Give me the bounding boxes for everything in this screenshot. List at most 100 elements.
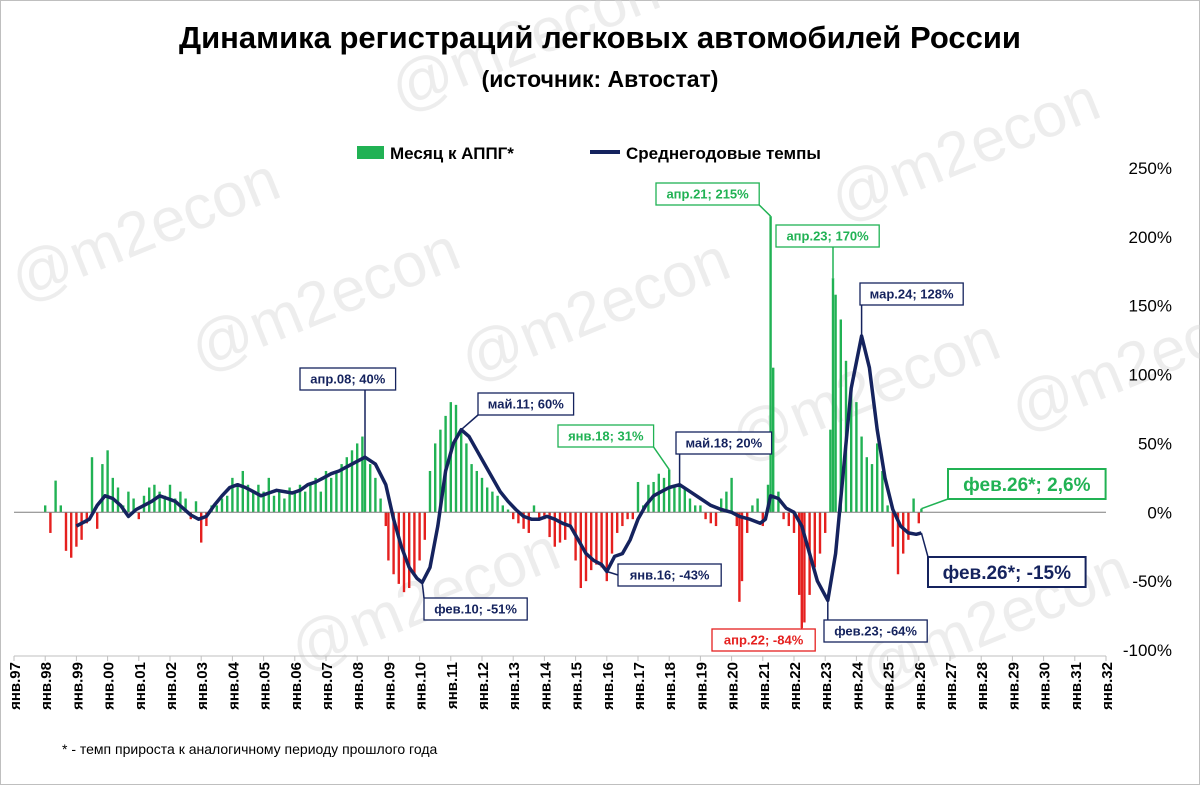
bar — [751, 505, 754, 513]
bar — [824, 512, 827, 533]
bar — [746, 512, 749, 533]
bar — [80, 512, 83, 540]
bar — [683, 487, 686, 513]
bar — [496, 495, 499, 513]
y-tick-label: -50% — [1132, 572, 1172, 591]
x-tick-label: янв.27 — [943, 662, 960, 710]
annotation-label: фев.26*; 2,6% — [963, 475, 1090, 496]
bar — [127, 491, 130, 513]
bar — [777, 491, 780, 513]
annotation-leader — [652, 446, 670, 471]
bar — [200, 512, 203, 543]
bar — [298, 484, 302, 513]
bar — [324, 470, 328, 513]
bar — [694, 505, 697, 513]
bar — [610, 512, 614, 554]
bar — [553, 512, 556, 547]
bar — [605, 512, 608, 582]
annotation-box — [557, 424, 655, 448]
x-tick-label: янв.13 — [506, 662, 523, 710]
bar — [392, 512, 395, 575]
annotation-label: апр.22; -84% — [724, 633, 804, 648]
bar — [304, 491, 307, 513]
legend-swatch-bar — [357, 146, 384, 159]
x-tick-label: янв.07 — [319, 662, 336, 710]
footnote: * - темп прироста к аналогичному периоду… — [62, 741, 438, 757]
bar — [330, 477, 333, 513]
bar — [590, 512, 593, 571]
x-tick-label: янв.00 — [101, 662, 118, 710]
bar — [340, 464, 343, 513]
bar — [434, 443, 437, 513]
annotation-label: апр.08; 40% — [310, 372, 385, 387]
annotation-box — [927, 556, 1087, 588]
bar — [917, 512, 920, 524]
line-series — [75, 334, 922, 603]
bar — [558, 512, 562, 543]
bar — [800, 512, 803, 628]
bar — [356, 443, 359, 513]
bar — [205, 512, 208, 527]
bar — [834, 294, 837, 513]
bar — [184, 498, 187, 513]
legend-label-bar: Месяц к АППГ* — [390, 144, 514, 163]
bar — [766, 484, 770, 513]
bar — [912, 498, 915, 513]
bar — [278, 491, 281, 513]
x-tick-label: янв.11 — [444, 662, 461, 709]
bar — [527, 512, 530, 533]
bar — [470, 464, 473, 513]
bar — [64, 512, 68, 551]
bar — [714, 512, 718, 527]
bar — [579, 512, 582, 589]
annotation-label: апр.21; 215% — [666, 187, 749, 202]
bar — [902, 512, 905, 554]
bar — [896, 512, 900, 575]
bar — [626, 512, 629, 520]
bar — [512, 512, 515, 520]
bar — [709, 512, 712, 524]
x-tick-label: янв.01 — [132, 662, 149, 710]
x-tick-label: янв.26 — [912, 662, 929, 710]
bar — [673, 484, 676, 513]
bar — [101, 464, 104, 513]
bar — [631, 512, 634, 520]
bar — [44, 505, 47, 513]
bar — [148, 487, 151, 513]
bar — [662, 477, 666, 513]
bar — [75, 512, 78, 547]
bar — [387, 512, 390, 561]
bar — [738, 512, 741, 602]
bar — [106, 450, 109, 513]
bar — [96, 512, 99, 529]
annotation-leader — [920, 532, 929, 558]
x-tick-label: янв.06 — [288, 662, 305, 710]
bar — [704, 512, 707, 520]
bar — [803, 512, 806, 623]
bar — [920, 508, 923, 513]
bar — [116, 487, 120, 513]
bar — [283, 498, 286, 513]
annotation-label: янв.16; -43% — [630, 568, 710, 583]
annotation-label: мар.24; 128% — [870, 287, 954, 302]
x-tick-label: янв.99 — [69, 662, 86, 710]
bar — [636, 481, 640, 513]
annotation-box — [947, 468, 1107, 500]
bar — [460, 429, 463, 513]
annotation-box — [823, 619, 928, 643]
annotation-label: апр.23; 170% — [786, 229, 869, 244]
bar — [226, 495, 229, 513]
x-tick-label: янв.14 — [537, 661, 554, 710]
annotation-box — [617, 563, 722, 587]
bar — [730, 477, 733, 513]
bar — [787, 512, 790, 527]
bar — [881, 470, 884, 513]
bar — [246, 484, 250, 513]
bar — [413, 512, 416, 575]
x-tick-label: янв.29 — [1005, 662, 1022, 710]
x-tick-label: янв.10 — [413, 662, 430, 710]
bar — [454, 404, 458, 513]
x-tick-label: янв.97 — [7, 662, 24, 710]
bar — [860, 436, 863, 513]
